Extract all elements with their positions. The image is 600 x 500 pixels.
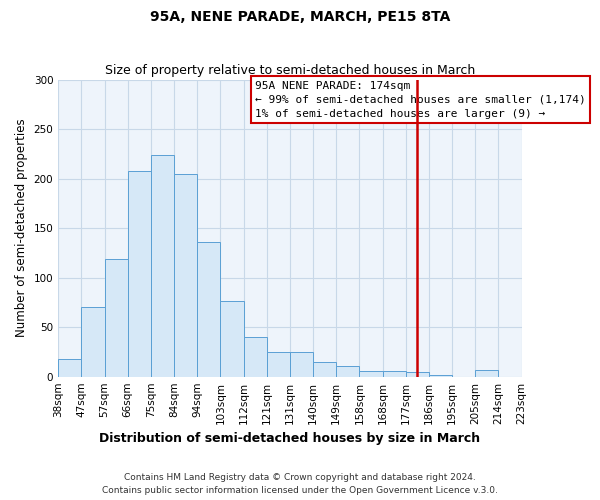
Bar [220, 302, 244, 376]
Bar [336, 366, 359, 376]
Bar [429, 374, 452, 376]
Text: Contains HM Land Registry data © Crown copyright and database right 2024.
Contai: Contains HM Land Registry data © Crown c… [102, 473, 498, 495]
X-axis label: Distribution of semi-detached houses by size in March: Distribution of semi-detached houses by … [100, 432, 481, 445]
Bar [290, 352, 313, 376]
Bar [267, 352, 290, 376]
Text: 95A NENE PARADE: 174sqm
← 99% of semi-detached houses are smaller (1,174)
1% of : 95A NENE PARADE: 174sqm ← 99% of semi-de… [255, 80, 586, 118]
Bar [359, 370, 383, 376]
Bar [383, 370, 406, 376]
Bar [128, 170, 151, 376]
Text: 95A, NENE PARADE, MARCH, PE15 8TA: 95A, NENE PARADE, MARCH, PE15 8TA [150, 10, 450, 24]
Bar [151, 155, 174, 376]
Bar [104, 259, 128, 376]
Bar [406, 372, 429, 376]
Bar [475, 370, 499, 376]
Y-axis label: Number of semi-detached properties: Number of semi-detached properties [15, 119, 28, 338]
Bar [197, 242, 220, 376]
Bar [313, 362, 336, 376]
Bar [244, 337, 267, 376]
Bar [82, 308, 104, 376]
Title: Size of property relative to semi-detached houses in March: Size of property relative to semi-detach… [105, 64, 475, 77]
Bar [174, 174, 197, 376]
Bar [58, 359, 82, 376]
